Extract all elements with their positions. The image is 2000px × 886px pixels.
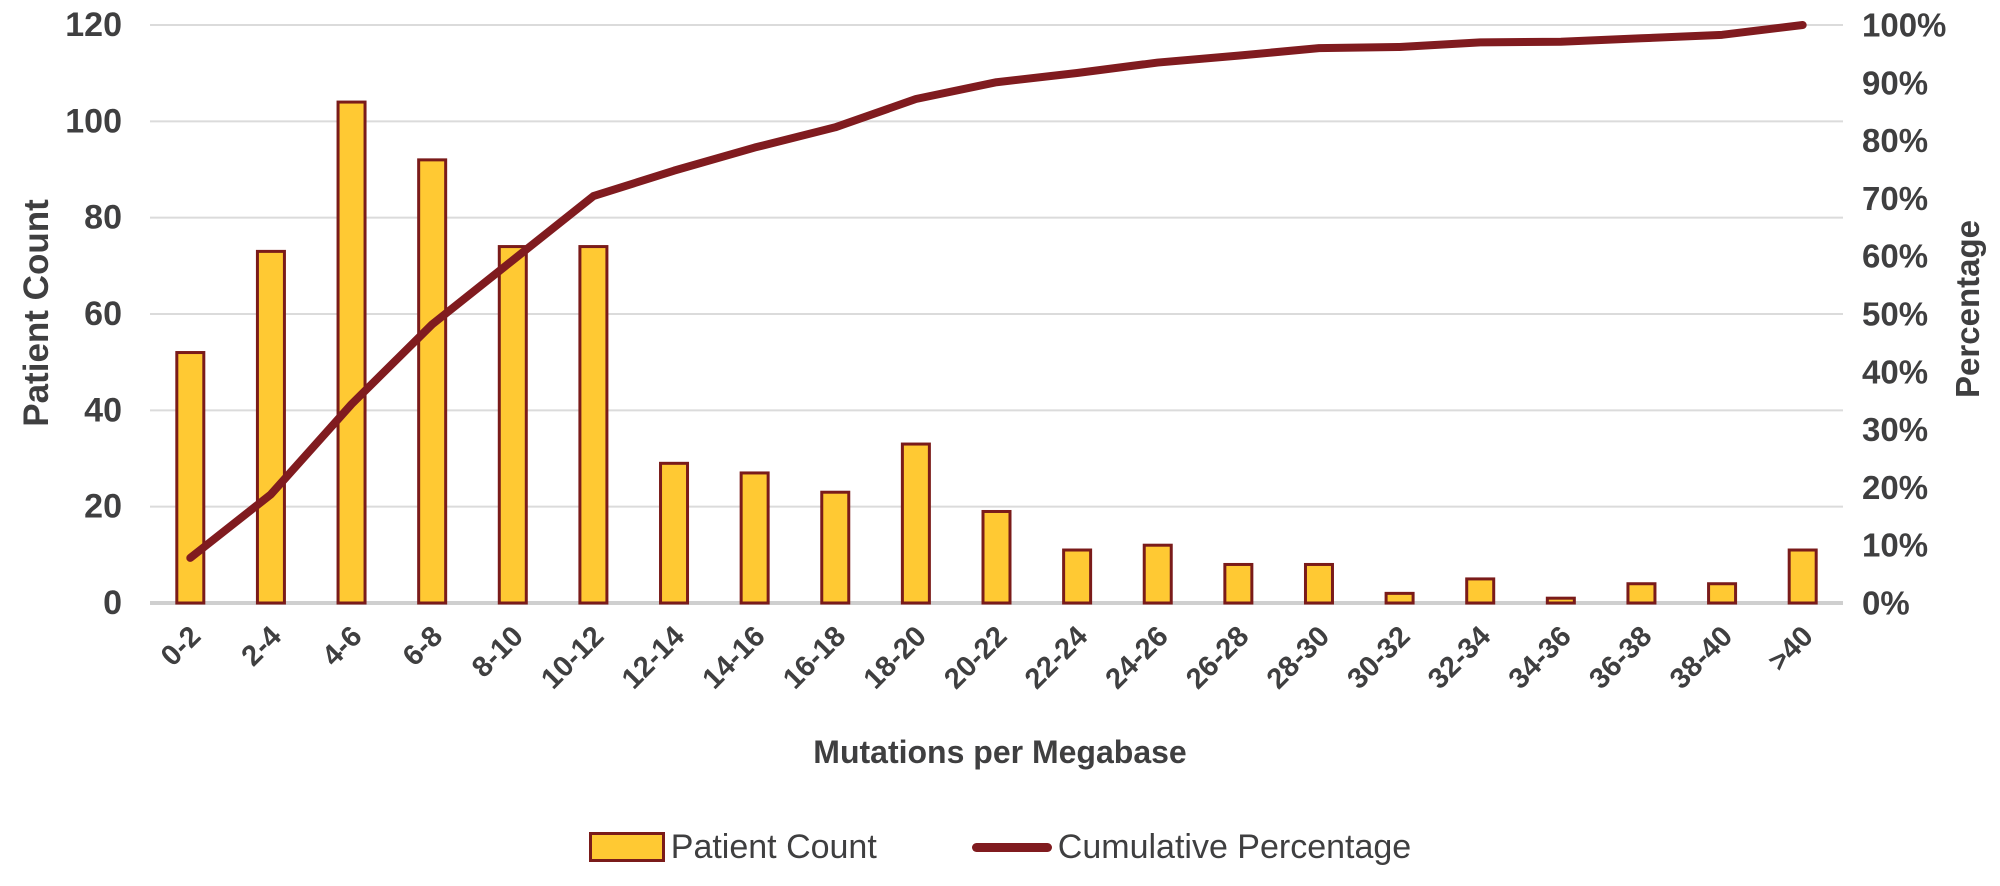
bar <box>1384 591 1415 605</box>
x-tick-label: 34-36 <box>1503 620 1578 695</box>
y-tick-label-left: 80 <box>84 199 122 237</box>
y-tick-label-right: 30% <box>1862 411 1928 448</box>
y-axis-title-left: Patient Count <box>17 199 56 427</box>
y-tick-label-right: 20% <box>1862 469 1928 506</box>
bar-swatch-icon <box>588 832 665 862</box>
x-tick-label: 24-26 <box>1100 620 1175 695</box>
bar <box>1142 543 1173 605</box>
bar <box>255 249 286 605</box>
x-tick-label: 0-2 <box>155 620 207 672</box>
y-tick-label-left: 0 <box>103 584 122 622</box>
x-tick-label: 4-6 <box>316 620 368 672</box>
x-tick-label: 10-12 <box>535 620 610 695</box>
x-tick-label: >40 <box>1762 620 1819 677</box>
x-tick-label: 6-8 <box>397 620 449 672</box>
bar <box>900 442 931 605</box>
y-tick-label-right: 90% <box>1862 64 1928 101</box>
bar <box>1465 577 1496 605</box>
legend-item-cumulative-percentage: Cumulative Percentage <box>971 827 1412 867</box>
x-tick-label: 18-20 <box>858 620 933 695</box>
bar <box>659 461 690 605</box>
x-axis-title: Mutations per Megabase <box>813 734 1187 770</box>
legend: Patient Count Cumulative Percentage <box>0 824 2000 870</box>
y-tick-label-right: 40% <box>1862 353 1928 390</box>
bar <box>1223 562 1254 605</box>
bar <box>175 351 206 605</box>
y-tick-label-left: 20 <box>84 488 122 526</box>
bar <box>417 158 448 605</box>
bar <box>497 245 528 605</box>
bar <box>1062 548 1093 605</box>
cumulative-line <box>186 21 1807 562</box>
x-tick-label: 32-34 <box>1422 620 1497 695</box>
x-tick-label: 2-4 <box>236 620 288 672</box>
y-tick-label-right: 50% <box>1862 296 1928 333</box>
x-tick-label: 12-14 <box>616 620 691 695</box>
bar <box>1626 582 1657 605</box>
y-tick-label-left: 60 <box>84 295 122 333</box>
x-tick-label: 30-32 <box>1341 620 1416 695</box>
bar <box>739 471 770 605</box>
bar <box>820 490 851 605</box>
x-tick-label: 14-16 <box>697 620 772 695</box>
y-tick-label-left: 120 <box>65 6 122 44</box>
bar <box>336 100 367 605</box>
y-tick-label-left: 100 <box>65 102 122 140</box>
bar <box>1707 582 1738 605</box>
y-tick-label-right: 100% <box>1862 7 1946 44</box>
line-swatch-icon <box>971 842 1052 852</box>
y-tick-label-right: 60% <box>1862 238 1928 275</box>
bar <box>1787 548 1818 605</box>
x-tick-label: 22-24 <box>1019 620 1094 695</box>
x-tick-label: 20-22 <box>938 620 1013 695</box>
y-axis-title-right: Percentage <box>1949 220 1986 398</box>
legend-item-patient-count: Patient Count <box>588 827 877 867</box>
bar <box>1545 596 1576 605</box>
x-tick-label: 38-40 <box>1664 620 1739 695</box>
legend-label-patient-count: Patient Count <box>670 827 877 866</box>
y-tick-label-left: 40 <box>84 391 122 429</box>
y-tick-label-right: 80% <box>1862 122 1928 159</box>
x-tick-label: 36-38 <box>1583 620 1658 695</box>
y-tick-label-right: 0% <box>1862 585 1910 622</box>
bar <box>981 509 1012 605</box>
bar <box>578 245 609 605</box>
x-tick-label: 28-30 <box>1261 620 1336 695</box>
x-tick-label: 8-10 <box>466 620 530 684</box>
y-tick-label-right: 70% <box>1862 180 1928 217</box>
x-tick-label: 16-18 <box>777 620 852 695</box>
bar <box>1303 562 1334 605</box>
y-tick-label-right: 10% <box>1862 527 1928 564</box>
legend-label-cumulative-percentage: Cumulative Percentage <box>1057 827 1412 866</box>
x-tick-label: 26-28 <box>1180 620 1255 695</box>
